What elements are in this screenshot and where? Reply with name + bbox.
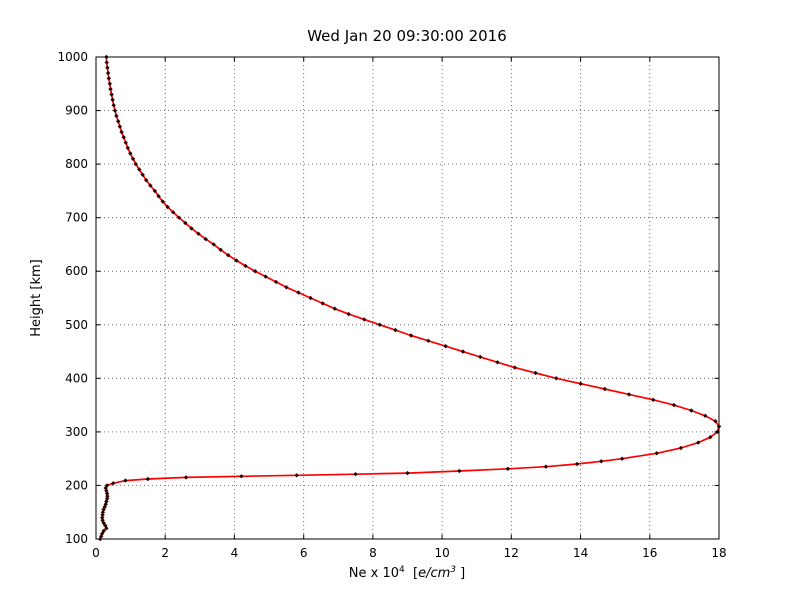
y-tick-label: 1000 — [57, 50, 88, 64]
x-tick-label: 14 — [573, 546, 588, 560]
data-series-layer — [98, 54, 722, 542]
chart-title: Wed Jan 20 09:30:00 2016 — [307, 27, 507, 45]
x-tick-label: 4 — [231, 546, 239, 560]
y-tick-label: 800 — [65, 157, 88, 171]
series-markers — [98, 54, 722, 542]
x-tick-label: 8 — [369, 546, 377, 560]
grid-layer — [96, 57, 719, 539]
x-axis-label: Ne x 104 [e/cm3 ] — [349, 565, 465, 581]
y-tick-label: 600 — [65, 264, 88, 278]
y-tick-label: 700 — [65, 211, 88, 225]
x-tick-label: 18 — [711, 546, 726, 560]
x-tick-label: 6 — [300, 546, 308, 560]
x-tick-label: 2 — [161, 546, 169, 560]
y-tick-label: 500 — [65, 318, 88, 332]
x-tick-label: 0 — [92, 546, 100, 560]
y-tick-label: 100 — [65, 532, 88, 546]
axes-frame-layer — [95, 56, 720, 540]
y-tick-label: 400 — [65, 371, 88, 385]
tick-layer: 0 2 4 6 8 10 12 14 16 18 100 200 300 400 500 600 700 800 9… — [57, 50, 726, 560]
x-tick-label: 16 — [642, 546, 657, 560]
x-tick-label: 12 — [504, 546, 519, 560]
y-tick-label: 300 — [65, 425, 88, 439]
x-tick-label: 10 — [434, 546, 449, 560]
y-axis-label: Height [km] — [29, 259, 44, 336]
axes-frame — [95, 56, 720, 540]
series-line — [99, 56, 720, 540]
label-layer: Wed Jan 20 09:30:00 2016 Height [km] Ne … — [29, 27, 507, 581]
y-tick-label: 900 — [65, 104, 88, 118]
y-tick-label: 200 — [65, 478, 88, 492]
